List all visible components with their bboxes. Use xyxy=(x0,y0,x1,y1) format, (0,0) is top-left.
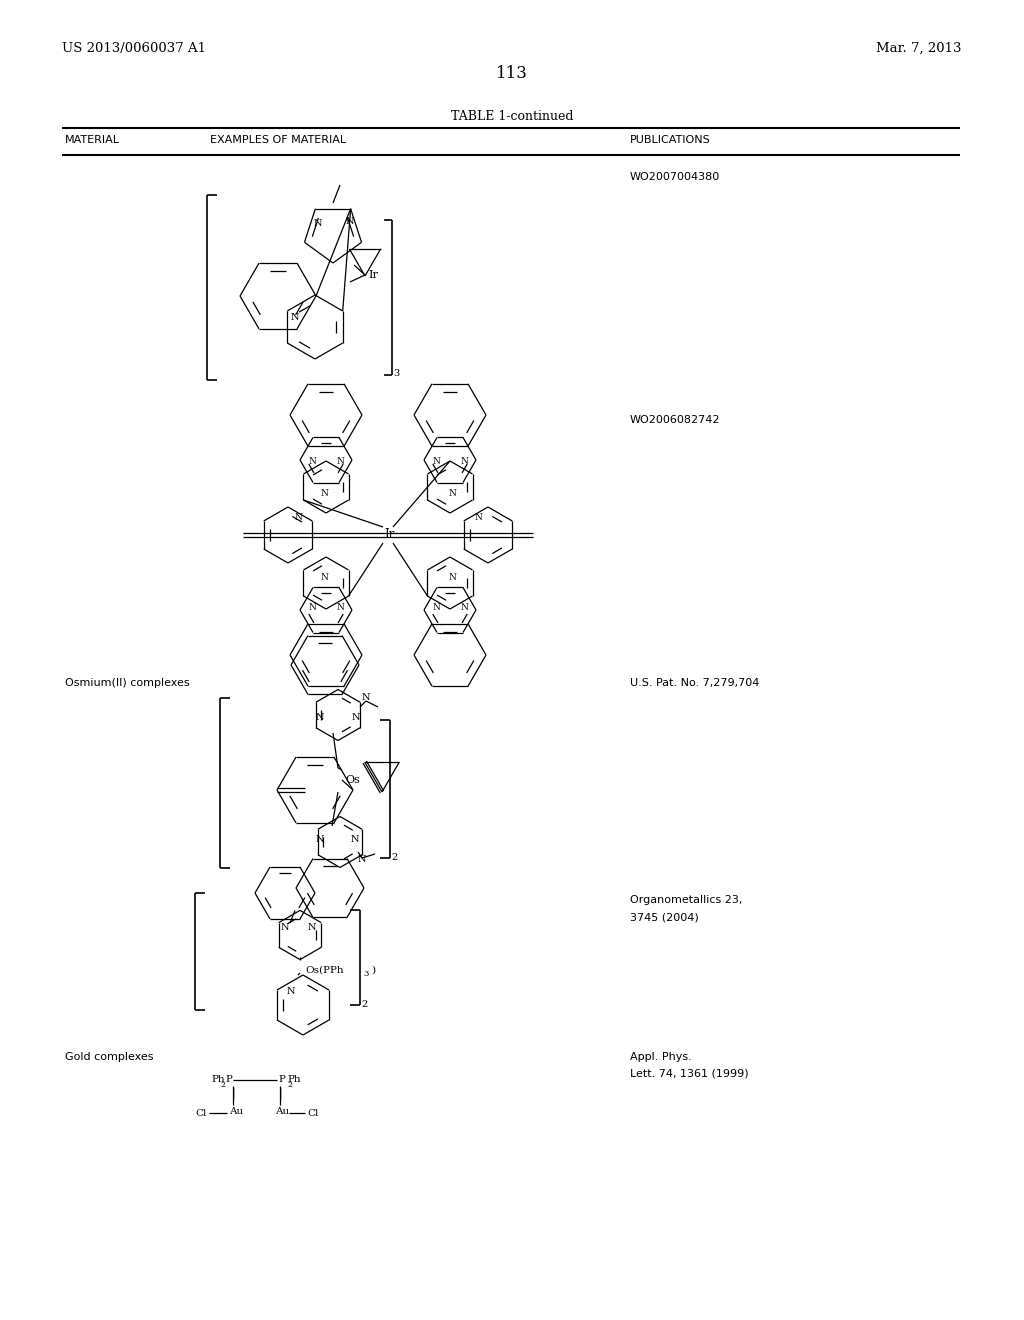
Text: N: N xyxy=(460,603,468,612)
Text: N: N xyxy=(346,218,354,227)
Text: N: N xyxy=(336,603,344,612)
Text: N: N xyxy=(432,458,440,466)
Text: N: N xyxy=(449,573,456,582)
Text: 3: 3 xyxy=(362,970,369,978)
Text: 2: 2 xyxy=(220,1081,225,1089)
Text: N: N xyxy=(321,573,328,582)
Text: 2: 2 xyxy=(361,1001,368,1008)
Text: TABLE 1-continued: TABLE 1-continued xyxy=(451,110,573,123)
Text: Ph: Ph xyxy=(287,1076,301,1085)
Text: N: N xyxy=(315,713,325,722)
Text: N: N xyxy=(281,923,289,932)
Text: N: N xyxy=(294,512,302,521)
Text: N: N xyxy=(321,488,328,498)
Text: N: N xyxy=(315,836,325,845)
Text: N: N xyxy=(336,458,344,466)
Text: N: N xyxy=(308,458,316,466)
Text: Ir: Ir xyxy=(385,528,395,541)
Text: Gold complexes: Gold complexes xyxy=(65,1052,154,1063)
Text: 3: 3 xyxy=(393,370,399,378)
Text: Au: Au xyxy=(229,1106,243,1115)
Text: WO2006082742: WO2006082742 xyxy=(630,414,721,425)
Text: MATERIAL: MATERIAL xyxy=(65,135,120,145)
Text: N: N xyxy=(308,603,316,612)
Text: |: | xyxy=(231,1088,234,1098)
Text: |: | xyxy=(279,1088,282,1098)
Text: N: N xyxy=(474,512,482,521)
Text: N: N xyxy=(361,693,371,701)
Text: US 2013/0060037 A1: US 2013/0060037 A1 xyxy=(62,42,206,55)
Text: N: N xyxy=(432,603,440,612)
Text: N: N xyxy=(352,713,360,722)
Text: N: N xyxy=(313,219,323,228)
Text: N: N xyxy=(351,836,359,845)
Text: 2: 2 xyxy=(287,1081,292,1089)
Text: N: N xyxy=(287,986,295,995)
Text: Cl: Cl xyxy=(307,1109,318,1118)
Text: N: N xyxy=(291,314,299,322)
Text: U.S. Pat. No. 7,279,704: U.S. Pat. No. 7,279,704 xyxy=(630,678,760,688)
Text: Cl: Cl xyxy=(196,1109,207,1118)
Text: WO2007004380: WO2007004380 xyxy=(630,172,720,182)
Text: 2: 2 xyxy=(391,853,397,862)
Text: Ir: Ir xyxy=(368,271,378,280)
Text: 3745 (2004): 3745 (2004) xyxy=(630,912,698,921)
Text: Ph: Ph xyxy=(211,1076,225,1085)
Text: P: P xyxy=(225,1076,231,1085)
Text: Os: Os xyxy=(345,775,359,785)
Text: P: P xyxy=(278,1076,285,1085)
Text: EXAMPLES OF MATERIAL: EXAMPLES OF MATERIAL xyxy=(210,135,346,145)
Text: N: N xyxy=(308,923,316,932)
Text: N: N xyxy=(460,458,468,466)
Text: Os(PPh: Os(PPh xyxy=(305,965,344,974)
Text: N: N xyxy=(449,488,456,498)
Text: Au: Au xyxy=(275,1106,289,1115)
Text: Mar. 7, 2013: Mar. 7, 2013 xyxy=(877,42,962,55)
Text: Appl. Phys.: Appl. Phys. xyxy=(630,1052,692,1063)
Text: PUBLICATIONS: PUBLICATIONS xyxy=(630,135,711,145)
Text: Lett. 74, 1361 (1999): Lett. 74, 1361 (1999) xyxy=(630,1068,749,1078)
Text: ): ) xyxy=(371,965,375,974)
Text: N: N xyxy=(357,855,367,865)
Text: Organometallics 23,: Organometallics 23, xyxy=(630,895,742,906)
Text: 113: 113 xyxy=(496,65,528,82)
Text: Osmium(II) complexes: Osmium(II) complexes xyxy=(65,678,189,688)
